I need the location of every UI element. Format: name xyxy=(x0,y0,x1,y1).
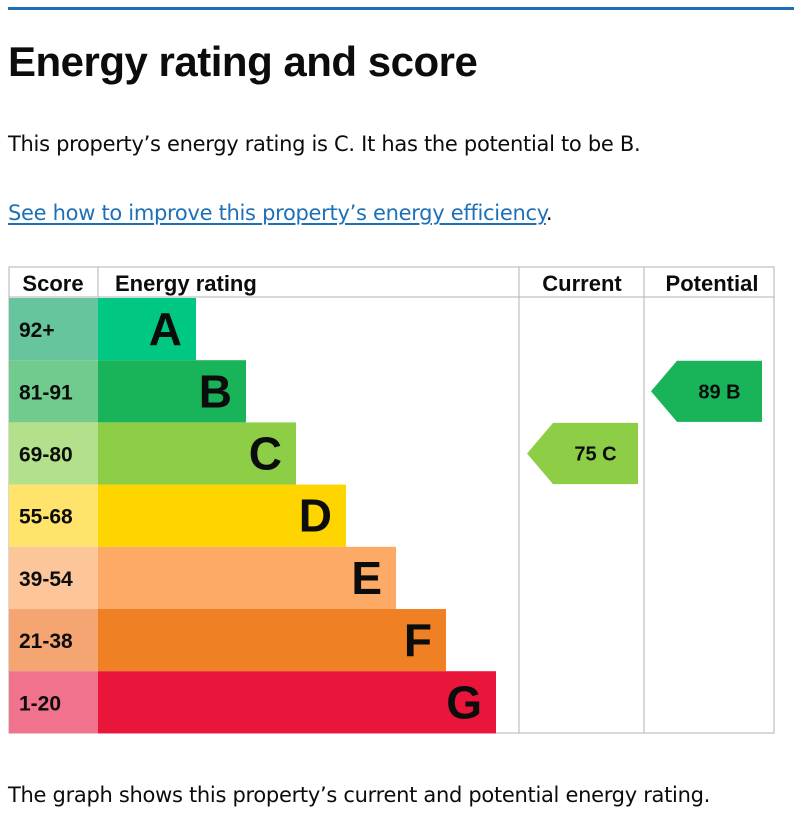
improve-link-row: See how to improve this property’s energ… xyxy=(8,201,553,225)
link-suffix: . xyxy=(545,201,553,225)
current-rating-label: 75 C xyxy=(574,444,616,466)
score-column-header: Score xyxy=(22,271,83,296)
current-column-header: Current xyxy=(542,271,622,296)
band-g-range: 1-20 xyxy=(19,692,61,715)
band-d-bar xyxy=(98,484,346,547)
rating-summary: This property’s energy rating is C. It h… xyxy=(8,132,641,156)
rating-markers: 75 C 89 B xyxy=(527,360,762,485)
potential-rating-arrow xyxy=(651,360,762,422)
band-a-bar xyxy=(98,298,196,361)
band-d-score-cell xyxy=(9,484,98,547)
current-rating-arrow xyxy=(527,422,638,485)
band-c-range: 69-80 xyxy=(19,444,73,467)
page-title: Energy rating and score xyxy=(8,38,478,85)
potential-column-header: Potential xyxy=(666,271,759,296)
rating-column-header: Energy rating xyxy=(115,271,257,296)
band-f-score-cell xyxy=(9,609,98,672)
band-b-letter: B xyxy=(199,365,232,417)
potential-rating-label: 89 B xyxy=(698,381,740,403)
band-f-bar xyxy=(98,609,446,672)
band-b-score-cell xyxy=(9,360,98,423)
rating-bands: 92+ A 81-91 B 69-80 C 55-68 D 39-54 E 21-38 F 1-20 G xyxy=(9,298,496,734)
band-g-score-cell xyxy=(9,671,98,734)
band-d-range: 55-68 xyxy=(19,506,73,529)
band-f-range: 21-38 xyxy=(19,630,73,653)
band-f-letter: F xyxy=(404,614,432,666)
band-a-letter: A xyxy=(149,303,182,355)
band-e-score-cell xyxy=(9,546,98,609)
band-b-range: 81-91 xyxy=(19,381,73,404)
band-c-score-cell xyxy=(9,422,98,485)
band-e-letter: E xyxy=(351,552,382,604)
band-c-letter: C xyxy=(249,428,282,480)
band-g-letter: G xyxy=(446,676,482,728)
band-a-range: 92+ xyxy=(19,319,55,342)
band-e-range: 39-54 xyxy=(19,568,73,591)
band-d-letter: D xyxy=(299,490,332,542)
top-rule xyxy=(8,7,794,10)
band-c-bar xyxy=(98,422,296,485)
band-b-bar xyxy=(98,360,246,423)
band-g-bar xyxy=(98,671,496,734)
band-a-score-cell xyxy=(9,298,98,361)
improve-efficiency-link[interactable]: See how to improve this property’s energ… xyxy=(8,201,546,225)
band-e-bar xyxy=(98,546,396,609)
chart-footnote: The graph shows this property’s current … xyxy=(8,783,710,807)
